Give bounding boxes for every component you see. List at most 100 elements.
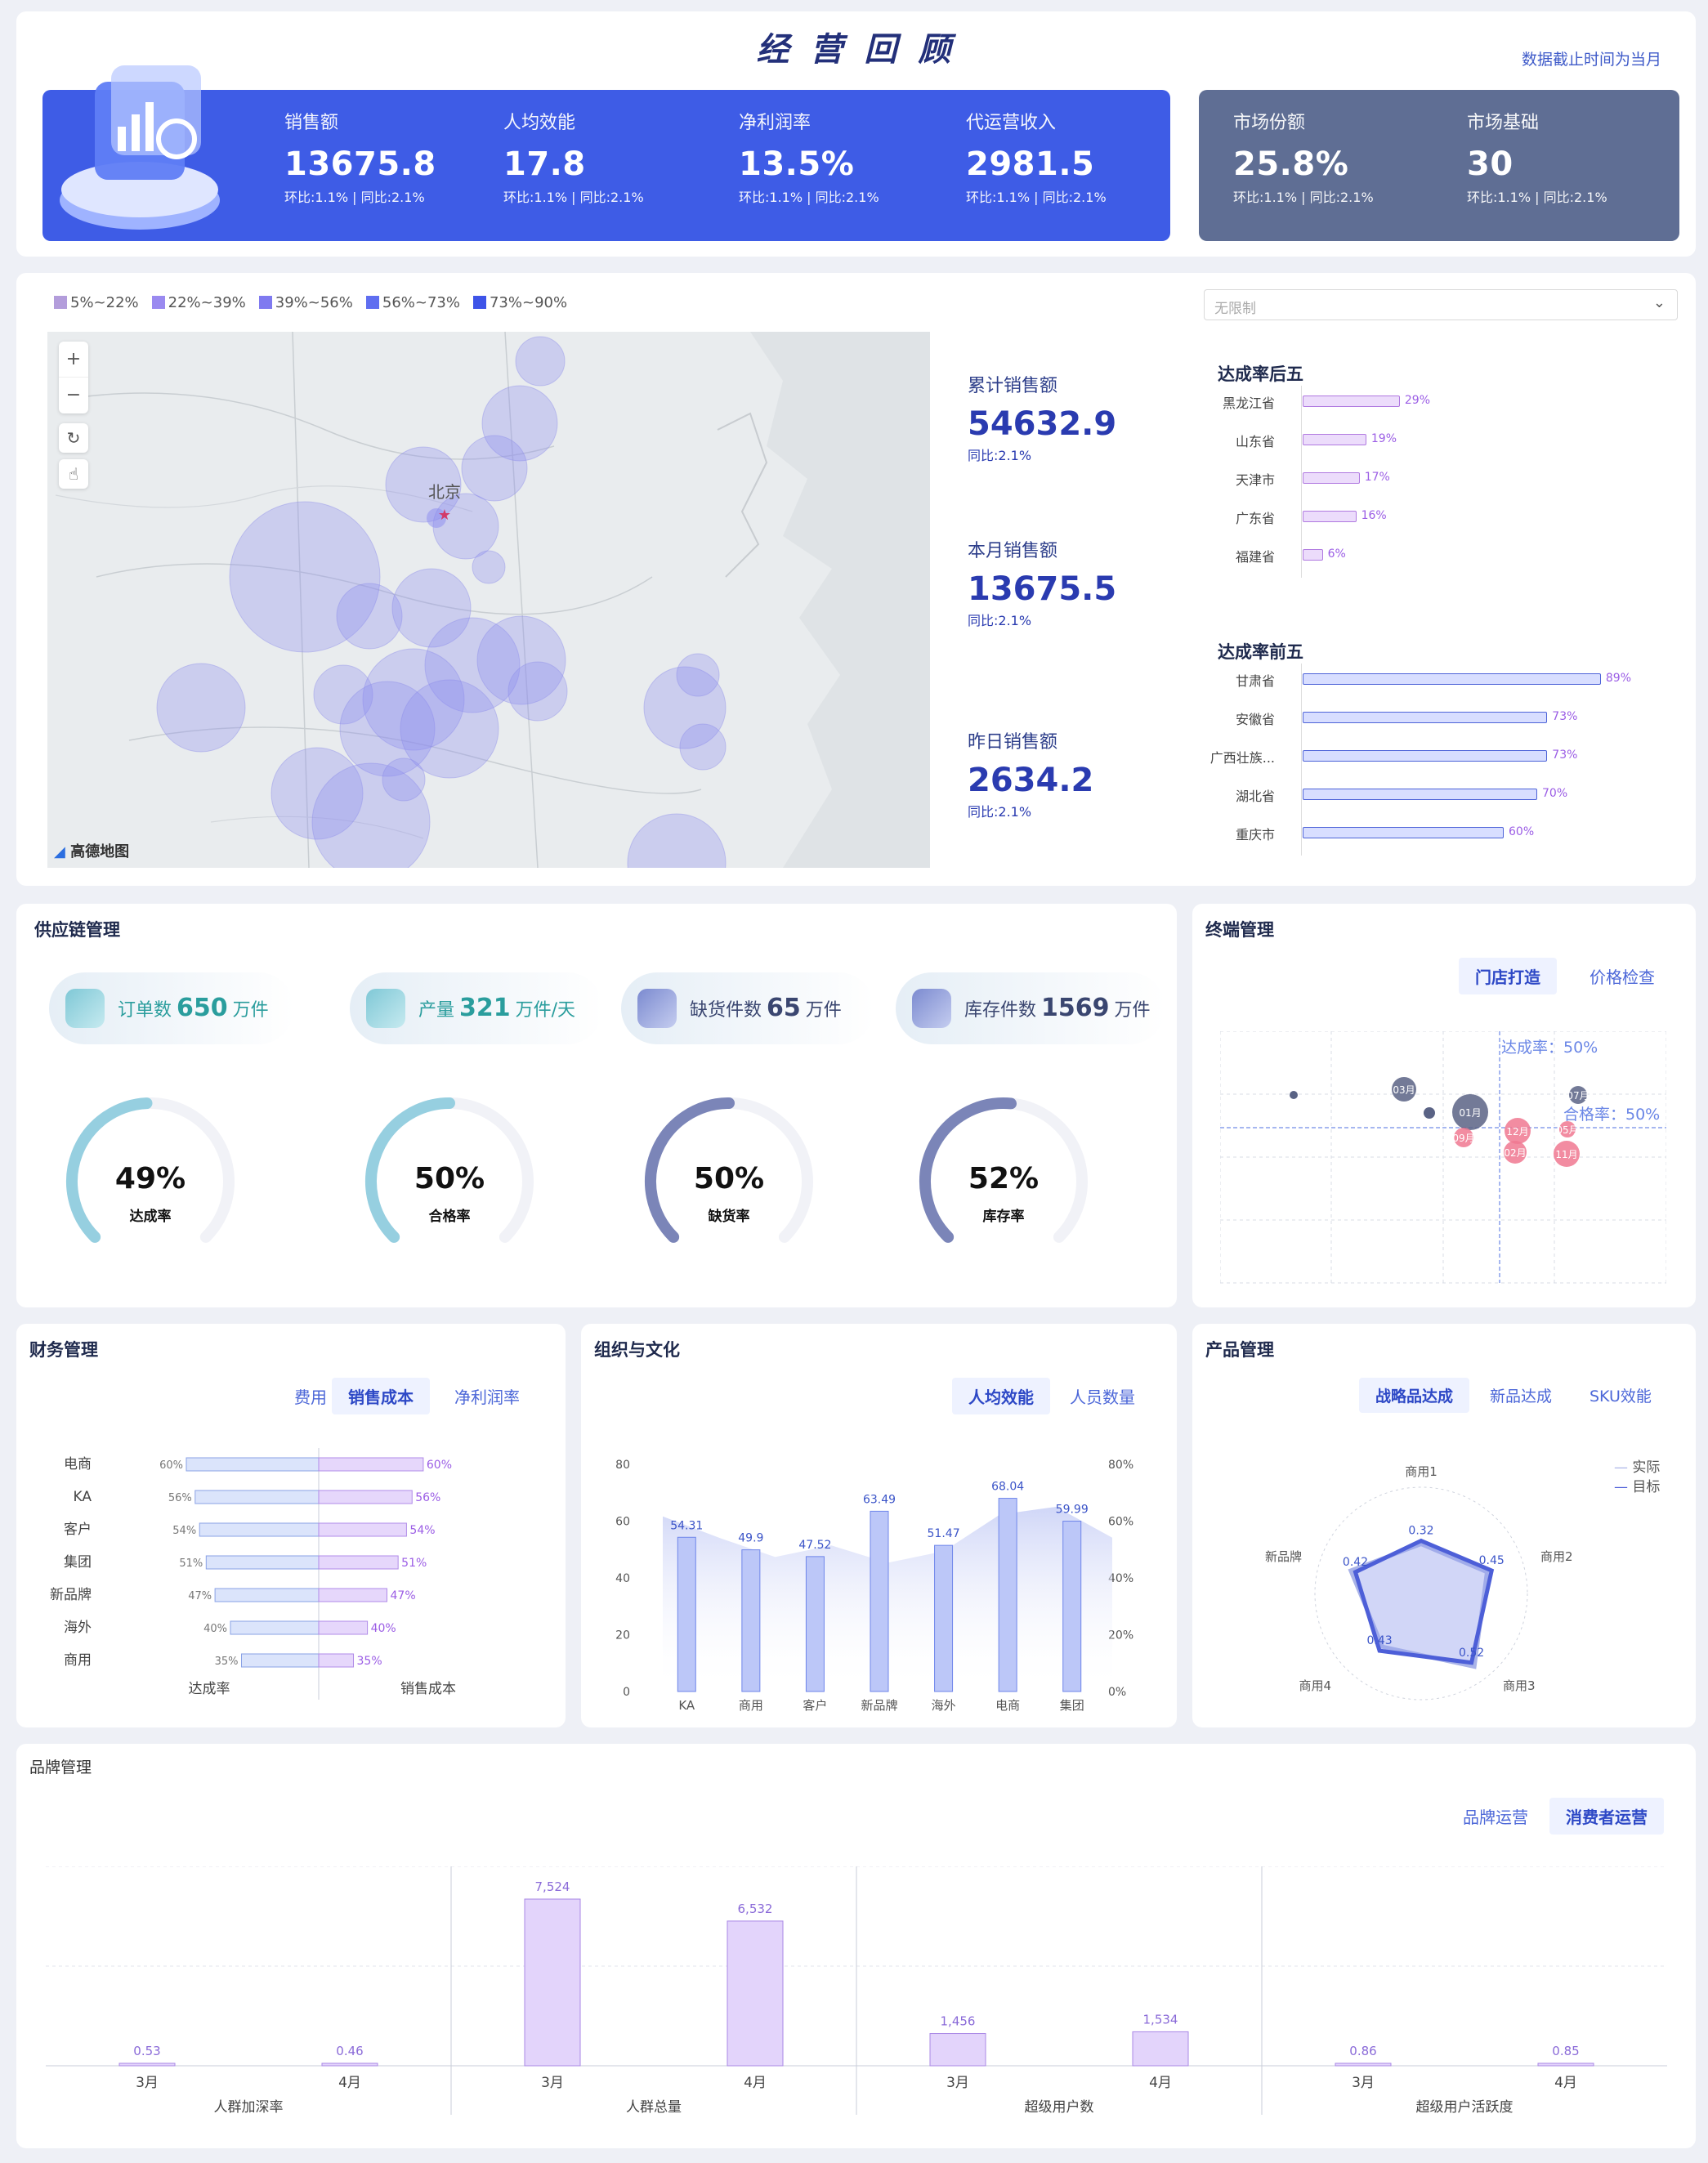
kpi-market-share: 市场份额 25.8% 环比:1.1% | 同比:2.1% [1233,108,1374,206]
rank-bar[interactable] [1303,673,1601,685]
rank-value: 29% [1404,394,1431,407]
bar-value: 0.86 [1349,2044,1376,2058]
bar [1132,2031,1189,2067]
data-cutoff-note: 数据截止时间为当月 [1521,51,1661,69]
tab-sku[interactable]: SKU效能 [1590,1388,1652,1406]
zoom-out-button[interactable]: − [65,385,82,405]
rank-label: 湖北省 [1235,789,1275,804]
region-filter-select[interactable]: 无限制 ⌄ [1204,289,1678,320]
radar-ring [1314,1486,1528,1700]
bar-value: 0.85 [1552,2044,1579,2058]
legend-item[interactable]: 39%~56% [258,294,353,311]
rank-value: 6% [1327,547,1346,561]
ref-y-label: 合格率：50% [1563,1106,1660,1124]
map-city-label: 北京 [428,482,461,502]
rotate-button[interactable]: ↻ [59,423,88,453]
left-bar [194,1490,320,1504]
row-label: 集团 [64,1554,92,1571]
tab-per-capita[interactable]: 人均效能 [952,1378,1050,1414]
stat-month: 本月销售额 13675.5 同比:2.1% [968,536,1116,629]
rank-bar[interactable] [1303,789,1537,800]
top5-chart: 甘肃省 89% 安徽省 73% 广西壮族... 73% 湖北省 70% 重庆市 60% [1201,664,1675,856]
legend-item-target[interactable]: — 目标 [1614,1477,1660,1497]
tab-brand-ops[interactable]: 品牌运营 [1463,1808,1528,1827]
legend-item[interactable]: 5%~22% [54,294,139,311]
tab-store-build[interactable]: 门店打造 [1459,958,1557,994]
legend-swatch [258,296,272,309]
x-tick: KA [678,1698,695,1713]
rank-axis [1301,664,1302,856]
rank-value: 73% [1552,749,1578,762]
tab-new-product[interactable]: 新品达成 [1490,1388,1553,1406]
rank-value: 73% [1552,710,1578,723]
x-tick: 3月 [541,2075,564,2091]
kpi-market-base: 市场基础 30 环比:1.1% | 同比:2.1% [1467,108,1607,206]
legend-item[interactable]: 73%~90% [472,294,567,311]
tab-expense[interactable]: 费用 [294,1388,327,1407]
pill-value: 65 [767,994,801,1022]
left-bar [230,1620,320,1635]
select-placeholder: 无限制 [1214,301,1256,317]
legend-item[interactable]: 22%~39% [151,294,246,311]
kpi-label: 人均效能 [503,113,576,133]
kpi-sub: 环比:1.1% | 同比:2.1% [503,190,644,205]
rank-bar[interactable] [1303,827,1504,838]
map-canvas[interactable]: 北京 ★ + − ↻ ☝ ◢ 高德地图 [47,332,930,868]
check-box-icon [912,989,951,1028]
bar [870,1510,889,1692]
radar-axis-label: 商用3 [1503,1678,1536,1693]
bubble-label: 07月 [1567,1090,1589,1102]
stat-cumulative: 累计销售额 54632.9 同比:2.1% [968,371,1116,464]
y2-tick: 80% [1108,1459,1133,1472]
hand-tool-icon[interactable]: ☝ [59,459,88,489]
tab-price-check[interactable]: 价格检查 [1590,968,1655,987]
gauge-row: 49% 达成率 50% 合格率 50% 缺货率 52% 库存率 [16,1067,1177,1304]
kpi-value: 2981.5 [966,145,1095,183]
rank-value: 89% [1605,672,1632,685]
right-bar [318,1457,424,1472]
supply-chain-panel: 供应链管理 订单数 650 万件 产量 321 万件/天 缺货件数 65 万件 库存件数 15… [16,904,1177,1307]
gauge-value: 50% [414,1162,485,1195]
pill-label: 库存件数 [964,1000,1037,1021]
x-tick: 4月 [1554,2075,1577,2091]
kpi-sales: 销售额 13675.8 环比:1.1% | 同比:2.1% [284,108,436,206]
pill-label: 订单数 [118,1000,172,1021]
stat-label: 本月销售额 [968,541,1058,561]
shortage-text: 缺货件数 65 万件 [690,994,842,1022]
stat-value: 13675.5 [968,570,1117,608]
y-tick: 40 [615,1572,630,1585]
tab-sales-cost[interactable]: 销售成本 [332,1378,430,1414]
right-value: 40% [371,1622,396,1635]
rank-value: 19% [1370,432,1397,445]
tab-headcount[interactable]: 人员数量 [1070,1388,1135,1407]
kpi-profit: 净利润率 13.5% 环比:1.1% | 同比:2.1% [739,108,879,206]
gauge-label: 库存率 [983,1208,1025,1225]
zoom-in-button[interactable]: + [59,342,88,378]
legend-item-actual[interactable]: — 实际 [1614,1458,1660,1477]
rank-bar[interactable] [1303,511,1357,522]
legend-item[interactable]: 56%~73% [365,294,460,311]
rank-bar[interactable] [1303,396,1400,407]
rank-bar[interactable] [1303,712,1548,723]
rank-label: 天津市 [1235,472,1275,488]
gauge-fill [919,1097,1017,1243]
group-label: 人群加深率 [214,2099,284,2116]
rank-bar[interactable] [1303,472,1360,484]
finance-panel: 财务管理 费用 销售成本 净利润率 达成率 销售成本 电商 60% 60% KA 56%… [16,1324,566,1727]
kpi-label: 净利润率 [739,113,812,133]
output-text: 产量 321 万件/天 [418,994,575,1022]
left-bar [214,1588,320,1602]
stat-value: 54632.9 [968,405,1117,443]
row-label: 海外 [64,1620,92,1636]
bar [998,1498,1017,1692]
rank-bar[interactable] [1303,549,1323,561]
rank-bar[interactable] [1303,434,1366,445]
gauge-fill [645,1097,735,1243]
bubble-dot [1424,1107,1435,1119]
y-tick: 80 [615,1459,630,1472]
tab-strategic[interactable]: 战略品达成 [1359,1378,1470,1413]
tab-consumer-ops[interactable]: 消费者运营 [1549,1798,1664,1835]
tab-net-profit[interactable]: 净利润率 [454,1388,520,1407]
rank-bar[interactable] [1303,750,1548,762]
